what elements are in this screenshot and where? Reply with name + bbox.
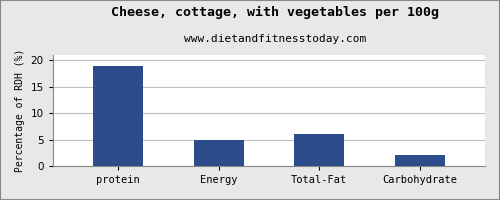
Bar [194, 140, 244, 166]
Text: www.dietandfitnesstoday.com: www.dietandfitnesstoday.com [184, 34, 366, 44]
Text: Cheese, cottage, with vegetables per 100g: Cheese, cottage, with vegetables per 100… [111, 6, 439, 19]
Y-axis label: Percentage of RDH (%): Percentage of RDH (%) [15, 49, 25, 172]
Bar [93, 66, 144, 166]
Bar [394, 155, 445, 166]
Bar [294, 134, 344, 166]
